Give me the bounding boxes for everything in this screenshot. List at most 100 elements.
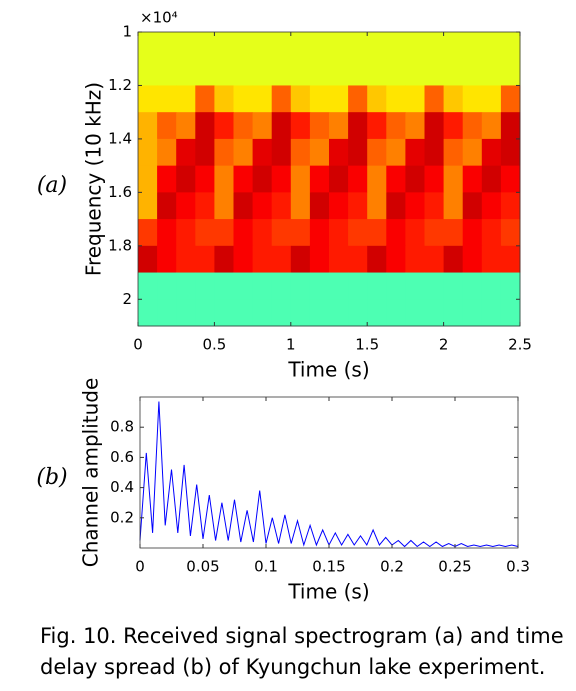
heat-cell <box>481 138 502 167</box>
heat-cell <box>481 219 502 247</box>
heat-cell <box>329 192 349 220</box>
heat-cell <box>138 219 158 247</box>
heat-cell <box>309 138 330 167</box>
axis-multiplier: ×10⁴ <box>140 9 178 27</box>
heat-cell <box>443 299 464 327</box>
heat-cell <box>138 245 158 274</box>
y-axis-label: Frequency (10 kHz) <box>82 82 106 276</box>
heat-cell <box>233 165 254 193</box>
heat-cell <box>348 165 368 193</box>
heat-cell <box>348 272 368 300</box>
x-axis-label: Time (s) <box>287 580 369 604</box>
heat-cell <box>138 85 158 113</box>
heat-cell <box>271 32 292 60</box>
heat-cell <box>329 299 349 327</box>
heat-cell <box>405 165 425 193</box>
heat-cell <box>195 165 215 193</box>
heat-cell <box>290 112 311 140</box>
heat-cell <box>252 272 273 300</box>
heat-cell <box>424 58 445 86</box>
heat-cell <box>176 165 196 193</box>
y-tick-label: 1.8 <box>108 236 132 254</box>
y-tick-label: 1.2 <box>108 76 132 94</box>
heat-cell <box>348 192 368 220</box>
heat-cell <box>424 85 445 113</box>
y-tick-label: 1.4 <box>108 129 132 147</box>
heat-cell <box>500 245 521 274</box>
heat-cell <box>138 58 158 86</box>
heat-cell <box>367 299 387 327</box>
panel-label: (b) <box>36 465 67 490</box>
heat-cell <box>329 245 349 274</box>
caption-line: delay spread (b) of Kyungchun lake exper… <box>40 655 545 679</box>
heat-cell <box>348 112 368 140</box>
heat-cell <box>386 32 406 60</box>
heat-cell <box>424 299 445 327</box>
heat-cell <box>233 299 254 327</box>
heat-cell <box>367 85 387 113</box>
heat-cell <box>367 112 387 140</box>
heat-cell <box>157 299 177 327</box>
heat-cell <box>405 138 425 167</box>
heat-cell <box>309 112 330 140</box>
x-tick-label: 0.1 <box>254 558 278 576</box>
heat-cell <box>386 272 406 300</box>
heat-cell <box>309 219 330 247</box>
heat-cell <box>233 192 254 220</box>
heat-cell <box>157 32 177 60</box>
heat-cell <box>233 219 254 247</box>
heat-cell <box>481 58 502 86</box>
heat-cell <box>214 299 234 327</box>
x-tick-label: 0.5 <box>202 336 226 354</box>
heat-cell <box>481 245 502 274</box>
heat-cell <box>348 138 368 167</box>
heat-cell <box>157 272 177 300</box>
heat-cell <box>367 165 387 193</box>
heat-cell <box>214 32 234 60</box>
heat-cell <box>252 192 273 220</box>
heat-cell <box>405 32 425 60</box>
heat-cell <box>462 85 483 113</box>
heat-cell <box>309 299 330 327</box>
y-axis-label: Channel amplitude <box>79 378 103 568</box>
heat-cell <box>500 192 521 220</box>
heat-cell <box>176 32 196 60</box>
x-axis-label: Time (s) <box>287 358 369 382</box>
heat-cell <box>329 219 349 247</box>
heat-cell <box>348 85 368 113</box>
heat-cell <box>481 85 502 113</box>
heat-cell <box>214 245 234 274</box>
x-tick-label: 0.3 <box>506 558 530 576</box>
heat-cell <box>367 32 387 60</box>
heat-cell <box>405 272 425 300</box>
heat-cell <box>329 272 349 300</box>
heat-cell <box>252 32 273 60</box>
heat-cell <box>195 112 215 140</box>
x-tick-label: 0 <box>135 558 145 576</box>
y-tick-label: 2 <box>122 290 132 308</box>
heat-cell <box>386 165 406 193</box>
x-tick-label: 0.2 <box>380 558 404 576</box>
heat-cell <box>386 245 406 274</box>
x-tick-label: 2 <box>439 336 449 354</box>
heat-cell <box>157 58 177 86</box>
x-tick-label: 1.5 <box>355 336 379 354</box>
heat-cell <box>214 138 234 167</box>
heat-cell <box>214 219 234 247</box>
heat-cell <box>195 272 215 300</box>
heat-cell <box>157 112 177 140</box>
heat-cell <box>481 32 502 60</box>
heat-cell <box>462 112 483 140</box>
x-tick-label: 1 <box>286 336 296 354</box>
heat-cell <box>462 219 483 247</box>
heat-cell <box>329 112 349 140</box>
heat-cell <box>214 272 234 300</box>
heat-cell <box>176 85 196 113</box>
heat-cell <box>214 58 234 86</box>
heat-cell <box>195 219 215 247</box>
heat-cell <box>309 165 330 193</box>
heat-cell <box>481 192 502 220</box>
heat-cell <box>424 32 445 60</box>
heat-cell <box>424 219 445 247</box>
heat-cell <box>329 165 349 193</box>
